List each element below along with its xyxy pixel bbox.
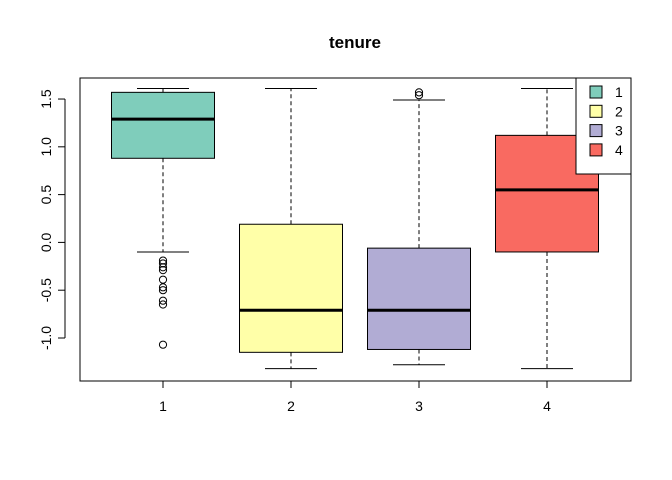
legend: 1 2 3 4 [575,77,632,175]
y-tick-label: -0.5 [38,278,54,302]
box-1-outlier-8 [158,300,168,309]
legend-swatch-1 [589,85,603,99]
legend-frame [575,77,632,175]
y-tick-label: -1.0 [38,326,54,350]
box-1-outlier-7 [158,296,168,305]
x-tick-label: 2 [287,398,295,414]
x-tick-label: 3 [415,398,423,414]
box-1-outlier-9 [158,340,168,349]
box-1-outlier-0 [158,256,168,265]
box-1-outlier-3 [158,266,168,275]
box-1-outlier-5 [158,283,168,292]
chart-marks [111,88,599,370]
y-tick-label: 0.0 [38,232,54,252]
box-1-outlier-1 [158,259,168,268]
legend-swatch-3 [589,124,603,138]
x-tick-label: 1 [159,398,167,414]
legend-label-2: 2 [615,103,623,119]
box-1-outlier-6 [158,286,168,295]
legend-swatch-4 [589,143,603,157]
legend-swatch-2 [589,104,603,118]
y-tick-label: 1.0 [38,137,54,157]
box-3-outlier-1 [414,88,424,97]
chart-title: tenure [329,33,381,52]
y-tick-label: 0.5 [38,185,54,205]
legend-label-1: 1 [615,84,623,100]
box-3-iqr [367,247,471,350]
box-1-outlier-4 [158,275,168,284]
legend-label-4: 4 [615,142,623,158]
box-1-outlier-2 [158,263,168,272]
legend-label-3: 3 [615,123,623,139]
box-2-iqr [239,223,343,353]
x-tick-label: 4 [543,398,551,414]
box-3-outlier-0 [414,91,424,100]
y-tick-label: 1.5 [38,89,54,109]
chart-axes: -1.0 -0.5 0.0 0.5 1.0 1.5 1 2 3 4 [38,89,551,414]
box-1-iqr [111,91,215,159]
